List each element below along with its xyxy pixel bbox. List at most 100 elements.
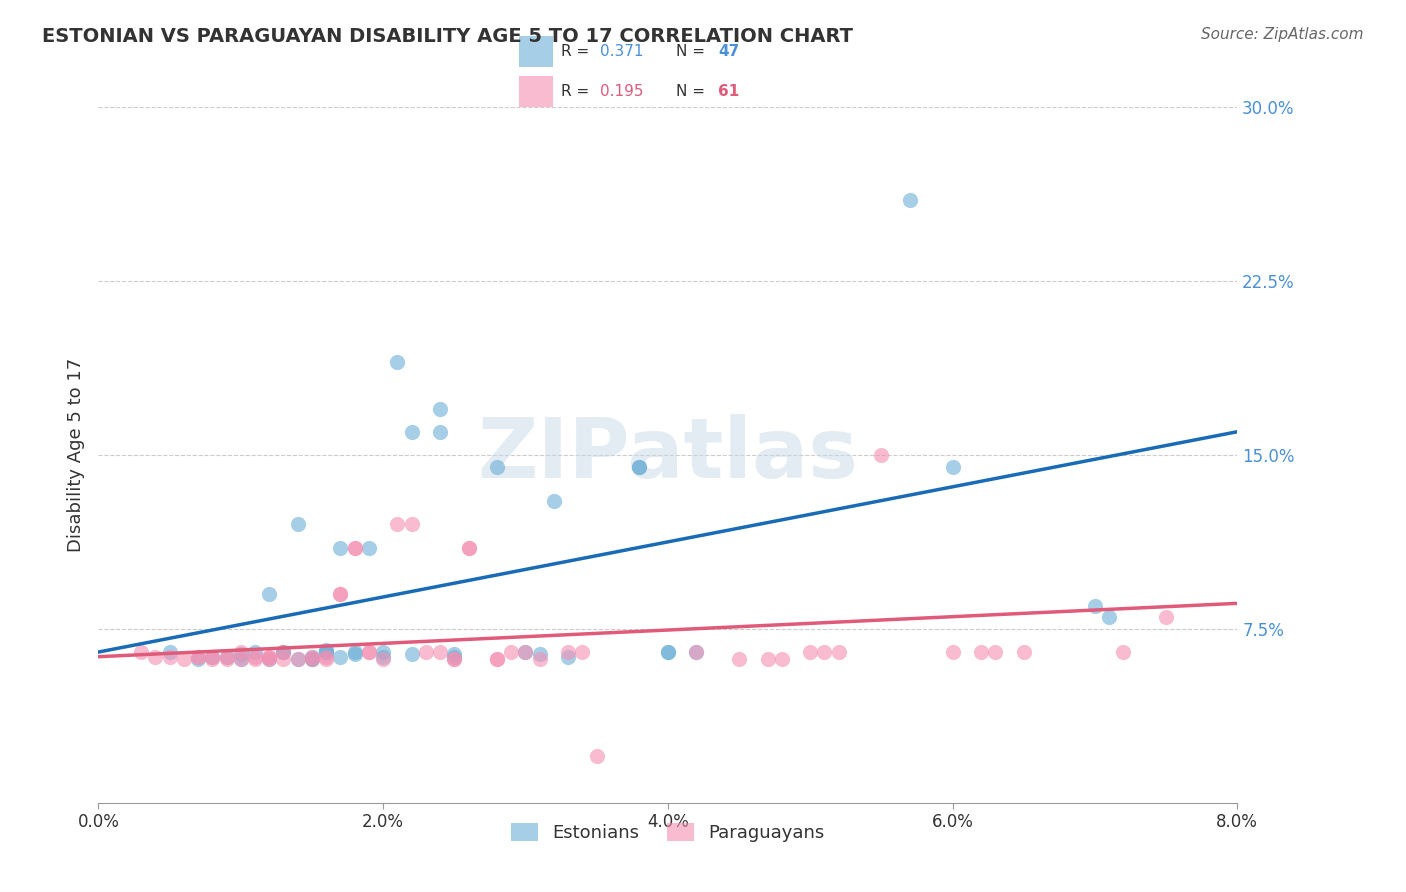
Point [229, 645, 252, 659]
Point [457, 541, 479, 555]
Point [329, 541, 352, 555]
Point [201, 649, 224, 664]
Point [201, 649, 224, 664]
Point [287, 652, 309, 666]
Point [515, 645, 537, 659]
Point [515, 645, 537, 659]
Point [657, 645, 679, 659]
Point [1012, 645, 1035, 659]
Point [415, 645, 437, 659]
Point [585, 749, 607, 764]
Point [201, 652, 224, 666]
Point [301, 652, 323, 666]
Text: 61: 61 [718, 85, 740, 99]
Point [273, 645, 295, 659]
Point [273, 652, 295, 666]
Text: Source: ZipAtlas.com: Source: ZipAtlas.com [1201, 27, 1364, 42]
Point [329, 587, 352, 601]
Text: N =: N = [676, 85, 710, 99]
Point [543, 494, 565, 508]
Point [343, 648, 366, 662]
Text: R =: R = [561, 85, 595, 99]
Point [159, 645, 181, 659]
Point [371, 652, 394, 666]
Point [529, 648, 551, 662]
Point [315, 642, 337, 657]
Point [357, 645, 380, 659]
Point [501, 645, 523, 659]
Point [486, 652, 509, 666]
Point [443, 648, 465, 662]
Point [429, 425, 451, 439]
Point [329, 587, 352, 601]
Text: 0.371: 0.371 [600, 45, 644, 59]
Point [828, 645, 851, 659]
Point [685, 645, 707, 659]
Point [813, 645, 835, 659]
Point [273, 645, 295, 659]
Point [387, 355, 409, 369]
Point [557, 649, 579, 664]
Point [984, 645, 1007, 659]
Point [315, 645, 337, 659]
Point [343, 645, 366, 659]
Y-axis label: Disability Age 5 to 17: Disability Age 5 to 17 [66, 358, 84, 552]
Point [942, 459, 965, 474]
Point [799, 645, 821, 659]
Point [187, 649, 209, 664]
Point [343, 541, 366, 555]
Point [970, 645, 993, 659]
Point [628, 459, 651, 474]
Point [229, 648, 252, 662]
Point [301, 649, 323, 664]
Point [357, 645, 380, 659]
Point [371, 649, 394, 664]
Point [870, 448, 893, 462]
Text: 47: 47 [718, 45, 740, 59]
Point [429, 645, 451, 659]
Point [628, 459, 651, 474]
Point [486, 459, 509, 474]
Point [287, 652, 309, 666]
Point [259, 587, 281, 601]
Bar [519, 36, 553, 67]
Point [229, 652, 252, 666]
Text: R =: R = [561, 45, 595, 59]
Point [770, 652, 793, 666]
Point [371, 645, 394, 659]
Point [387, 517, 409, 532]
Legend: Estonians, Paraguayans: Estonians, Paraguayans [503, 815, 832, 849]
Point [129, 645, 152, 659]
Point [898, 193, 921, 207]
Point [243, 649, 266, 664]
Point [301, 649, 323, 664]
Point [443, 652, 465, 666]
Point [443, 649, 465, 664]
Point [243, 652, 266, 666]
Point [301, 652, 323, 666]
Point [529, 652, 551, 666]
Point [315, 645, 337, 659]
Text: ZIPatlas: ZIPatlas [478, 415, 858, 495]
Point [1154, 610, 1177, 624]
Point [187, 649, 209, 664]
Point [571, 645, 593, 659]
Point [215, 649, 238, 664]
Point [728, 652, 751, 666]
Point [401, 425, 423, 439]
Point [215, 652, 238, 666]
Text: 0.195: 0.195 [600, 85, 644, 99]
Text: ESTONIAN VS PARAGUAYAN DISABILITY AGE 5 TO 17 CORRELATION CHART: ESTONIAN VS PARAGUAYAN DISABILITY AGE 5 … [42, 27, 853, 45]
Point [657, 645, 679, 659]
Point [1112, 645, 1135, 659]
Point [301, 652, 323, 666]
Text: N =: N = [676, 45, 710, 59]
Point [243, 645, 266, 659]
Point [401, 648, 423, 662]
Point [756, 652, 779, 666]
Point [259, 652, 281, 666]
Point [457, 541, 479, 555]
Point [1084, 599, 1107, 613]
Point [229, 652, 252, 666]
Point [357, 541, 380, 555]
